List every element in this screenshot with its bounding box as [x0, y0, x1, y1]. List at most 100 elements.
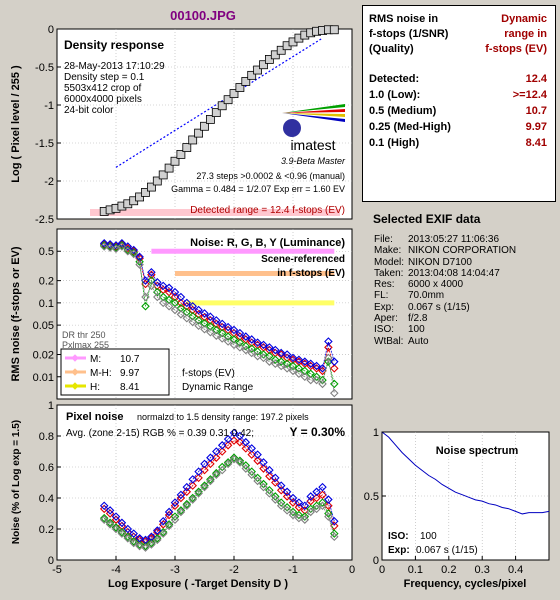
density-step-point: [135, 192, 145, 202]
point-b: [276, 481, 286, 490]
rms-table-rows: Detected: 12.4 1.0 (Low): >=12.4 0.5 (Medi…: [369, 71, 547, 151]
dr-band: [186, 300, 335, 306]
point-y: [212, 331, 221, 340]
point-y: [135, 541, 144, 551]
legend-marker: [71, 354, 79, 362]
point-r: [135, 535, 144, 545]
rms-noise-chart: 0.5 0.2 0.1 0.05 0.02 0.01 Noise: R, G, B, Y …: [10, 228, 353, 400]
exif-label: Model:: [374, 256, 405, 268]
point-y: [330, 388, 339, 398]
point-b: [229, 325, 239, 335]
fstops-label: f-stops (EV): [182, 368, 235, 379]
density-step-point: [158, 170, 168, 180]
density-step-point: [176, 149, 186, 159]
rms-legend: M: 10.7 M-H: 9.97 H: 8.41: [60, 348, 170, 396]
point-g: [206, 322, 215, 331]
point-r: [206, 459, 215, 469]
point-r: [247, 338, 256, 347]
y-tick-label: 0.2: [39, 276, 54, 288]
rms-table-panel: RMS noise in f-stops (1/SNR) (Quality) D…: [362, 5, 556, 202]
y-tick-label: -2: [44, 176, 54, 188]
y-tick-label: -1: [44, 100, 54, 112]
density-step-point: [146, 182, 156, 192]
gamma-line: Gamma = 0.484 = 1/2.07 Exp err = 1.60 EV: [171, 184, 345, 194]
point-r: [217, 447, 227, 456]
point-b: [153, 526, 162, 535]
point-r: [259, 464, 268, 473]
point-r: [147, 534, 156, 543]
point-g: [330, 529, 339, 538]
y-tick-label: 0: [373, 555, 379, 567]
point-y: [253, 351, 262, 361]
point-y: [294, 369, 304, 378]
point-y: [158, 529, 168, 538]
point-g: [147, 276, 156, 285]
point-r: [176, 298, 186, 308]
spectrum-y-ticks: 10.50: [364, 427, 386, 567]
point-y: [330, 532, 339, 542]
point-b: [223, 434, 233, 444]
point-y: [111, 244, 121, 254]
rms-table-header-right: Dynamic range in f-stops (EV): [485, 12, 547, 57]
y-tick-label: 0.6: [39, 462, 54, 474]
point-b: [123, 242, 133, 251]
point-b: [200, 309, 209, 318]
density-info-line: Density step = 0.1: [64, 72, 145, 83]
point-b: [288, 353, 298, 363]
point-y: [170, 515, 180, 524]
point-b: [158, 281, 168, 291]
point-b: [265, 343, 274, 352]
point-g: [188, 311, 197, 321]
point-b: [247, 335, 256, 344]
point-g: [312, 372, 321, 382]
point-b: [129, 529, 138, 538]
point-b: [235, 328, 245, 338]
spectrum-iso-value: 100: [420, 531, 437, 542]
legend-value: 8.41: [120, 382, 140, 393]
density-step-point: [264, 55, 274, 64]
legend-label: H:: [90, 382, 100, 393]
rms-subtitle-2: in f-stops (EV): [277, 268, 345, 279]
point-r: [324, 343, 333, 352]
point-b: [276, 348, 286, 358]
density-step-point: [270, 50, 280, 60]
point-y: [147, 540, 156, 549]
exif-label: Res:: [374, 279, 395, 291]
rms-header-right-1: Dynamic: [501, 13, 547, 25]
exif-title: Selected EXIF data: [373, 212, 481, 226]
series-line-y: [104, 246, 335, 394]
point-g: [164, 520, 174, 529]
series-line-r: [103, 440, 335, 542]
exif-row: Taken: 2013:04:08 14:04:47: [374, 268, 553, 279]
x-tick-label: -2: [229, 564, 239, 576]
rms-table-row: 0.1 (High) 8.41: [369, 135, 547, 151]
point-r: [235, 332, 245, 341]
point-y: [312, 375, 321, 385]
point-b: [206, 312, 215, 321]
spectrum-line: [381, 431, 550, 515]
spectrum-series: [381, 431, 550, 515]
point-b: [99, 501, 109, 511]
point-b: [153, 278, 162, 287]
exif-panel: Selected EXIF data File: 2013:05:27 11:06…: [373, 212, 553, 347]
point-b: [164, 507, 174, 517]
y-tick-label: 0.1: [39, 298, 54, 310]
rms-row-label: 0.5 (Medium): [369, 105, 437, 117]
density-step-point: [253, 65, 263, 75]
point-b: [217, 441, 227, 450]
density-step-point: [194, 128, 204, 138]
point-g: [330, 379, 339, 389]
point-b: [194, 467, 203, 476]
exif-label: WtBal:: [374, 335, 404, 347]
point-b: [306, 359, 315, 369]
point-y: [194, 321, 203, 331]
point-b: [158, 516, 168, 526]
point-y: [324, 512, 333, 521]
point-g: [229, 453, 239, 462]
point-b: [200, 459, 209, 469]
point-g: [147, 538, 156, 548]
exif-value: NIKON CORPORATION: [408, 245, 517, 257]
rms-row-label: 0.25 (Med-High): [369, 121, 451, 133]
point-g: [212, 468, 221, 478]
